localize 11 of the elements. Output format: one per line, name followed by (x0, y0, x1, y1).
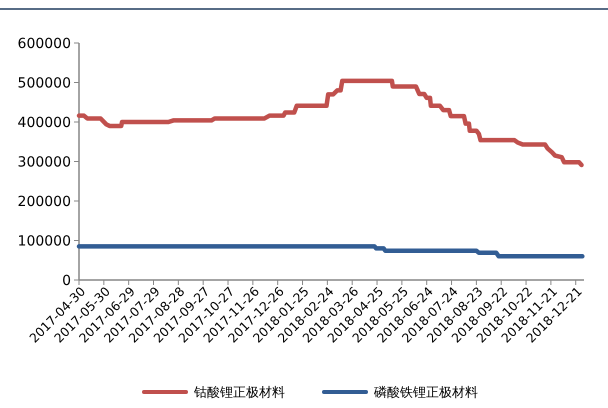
y-tick-label: 300000 (18, 154, 71, 170)
y-tick-label: 400000 (18, 114, 71, 131)
y-tick-label: 200000 (18, 194, 71, 210)
y-tick-label: 0 (62, 272, 71, 289)
y-tick-label: 100000 (18, 233, 71, 250)
legend-label: 钴酸锂正极材料 (193, 386, 285, 401)
y-tick-label: 600000 (18, 36, 71, 52)
line-series (76, 78, 584, 168)
legend-label: 磷酸铁锂正极材料 (373, 386, 478, 401)
y-tick-label: 500000 (18, 75, 71, 92)
line-series (76, 244, 585, 259)
